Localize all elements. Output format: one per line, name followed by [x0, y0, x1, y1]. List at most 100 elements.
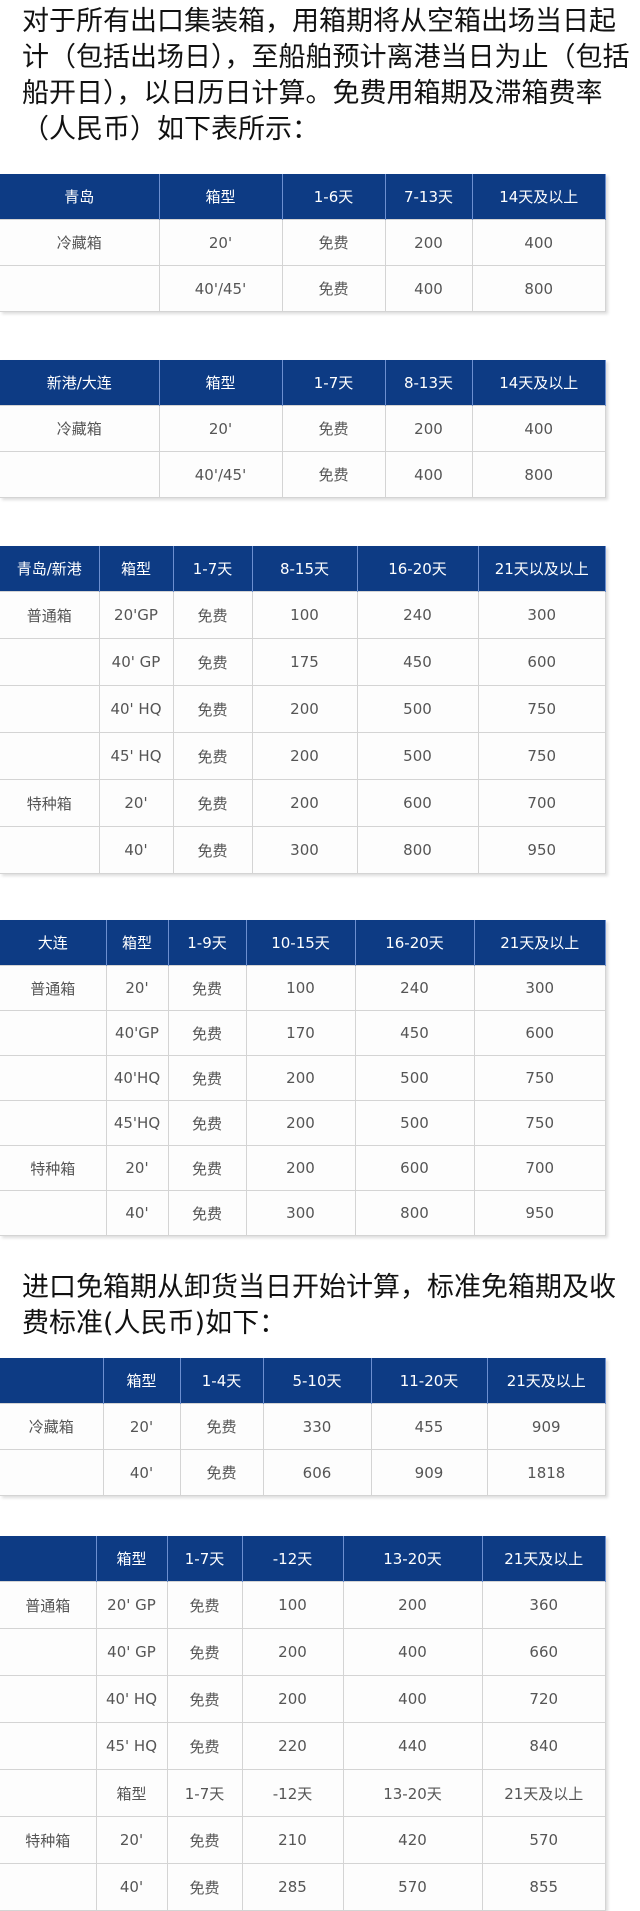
table-cell: 420 — [342, 1816, 483, 1864]
table-cell: 950 — [473, 1190, 606, 1236]
column-header: 14天及以上 — [472, 174, 606, 220]
table-cell: 免费 — [166, 1722, 243, 1770]
table-cell: 750 — [477, 732, 606, 780]
table-cell: 500 — [356, 732, 479, 780]
table-cell: 20' — [95, 1816, 168, 1864]
table-cell: 200 — [251, 779, 358, 827]
table-cell: 660 — [481, 1628, 606, 1676]
column-header: -12天 — [242, 1536, 344, 1582]
table-cell: 100 — [245, 965, 356, 1011]
column-header: 13-20天 — [343, 1536, 483, 1582]
table-cell: 免费 — [166, 1816, 243, 1864]
table-row: 40'/45' 免费 400 800 — [0, 265, 606, 312]
table-cell — [0, 1449, 104, 1496]
table-cell: 箱型 — [95, 1769, 168, 1817]
table-cell: 20' — [98, 779, 174, 827]
header-row: 青岛 箱型 1-6天 7-13天 14天及以上 — [0, 174, 606, 220]
table-cell: 免费 — [166, 1675, 243, 1723]
header-row: 新港/大连 箱型 1-7天 8-13天 14天及以上 — [0, 360, 606, 406]
table-cell: 500 — [354, 1100, 475, 1146]
table-cell: 360 — [481, 1581, 606, 1629]
table-row: 40' 免费 300 800 950 — [0, 1190, 606, 1236]
column-header: 箱型 — [99, 546, 174, 592]
column-header: 箱型 — [96, 1536, 168, 1582]
table-row: 40'/45' 免费 400 800 — [0, 451, 606, 498]
column-header: 21天及以上 — [487, 1358, 606, 1404]
column-header: 21天以及以上 — [478, 546, 606, 592]
qingdao-xingang-table: 青岛/新港 箱型 1-7天 8-15天 16-20天 21天以及以上 普通箱 20'GP 免费 1… — [0, 546, 606, 874]
table-cell: 200 — [251, 732, 358, 780]
table-cell: 840 — [481, 1722, 606, 1770]
table-cell: 普通箱 — [0, 965, 107, 1011]
table-row: 40' GP 免费 175 450 600 — [0, 638, 606, 686]
column-header: 青岛/新港 — [0, 546, 100, 592]
table-cell: 40' HQ — [95, 1675, 168, 1723]
table-cell: 1818 — [486, 1449, 606, 1496]
column-header: 大连 — [0, 920, 107, 966]
column-header: 16-20天 — [357, 546, 479, 592]
table-cell: 750 — [473, 1055, 606, 1101]
table-cell: 21天及以上 — [481, 1769, 606, 1817]
table-cell: 909 — [486, 1403, 606, 1450]
column-header: 1-7天 — [173, 546, 253, 592]
table-cell: 200 — [251, 685, 358, 733]
table-cell: 免费 — [172, 732, 253, 780]
table-row: 40'HQ 免费 200 500 750 — [0, 1055, 606, 1101]
column-header: 1-9天 — [168, 920, 247, 966]
table-cell: 200 — [245, 1055, 356, 1101]
table-row: 冷藏箱 20' 免费 330 455 909 — [0, 1403, 606, 1450]
table-cell: 特种箱 — [0, 1145, 107, 1191]
table-cell: 免费 — [166, 1863, 243, 1911]
table-row: 冷藏箱 20' 免费 200 400 — [0, 405, 606, 452]
table-cell: 45' HQ — [98, 732, 174, 780]
table-cell: 免费 — [167, 1055, 247, 1101]
table-cell: 400 — [342, 1628, 483, 1676]
table-row: 40' 免费 285 570 855 — [0, 1863, 606, 1911]
table-cell: 170 — [245, 1010, 356, 1056]
dalian-table: 大连 箱型 1-9天 10-15天 16-20天 21天及以上 普通箱 20' 免费 100 240… — [0, 920, 606, 1236]
table-cell: 20' — [158, 219, 283, 266]
table-cell: 40' GP — [95, 1628, 168, 1676]
header-row: 箱型 1-7天 -12天 13-20天 21天及以上 — [0, 1536, 606, 1582]
table-cell: 300 — [473, 965, 606, 1011]
table-cell: 240 — [354, 965, 475, 1011]
table-cell: 200 — [241, 1628, 344, 1676]
table-cell: 40'/45' — [158, 451, 283, 498]
table-cell: 700 — [473, 1145, 606, 1191]
table-cell: 13-20天 — [342, 1769, 483, 1817]
table-cell: 285 — [241, 1863, 344, 1911]
column-header: 箱型 — [103, 1358, 181, 1404]
table-cell: 冷藏箱 — [0, 1403, 104, 1450]
table-row: 特种箱 20' 免费 210 420 570 — [0, 1816, 606, 1864]
table-cell — [0, 826, 100, 874]
table-cell: 普通箱 — [0, 1581, 97, 1629]
table-cell: 500 — [356, 685, 479, 733]
column-header — [0, 1358, 104, 1404]
header-row: 大连 箱型 1-9天 10-15天 16-20天 21天及以上 — [0, 920, 606, 966]
column-header: 21天及以上 — [474, 920, 606, 966]
table-row: 40' HQ 免费 200 400 720 — [0, 1675, 606, 1723]
table-cell: 40' — [95, 1863, 168, 1911]
table-cell: 冷藏箱 — [0, 219, 160, 266]
table-cell: 600 — [477, 638, 606, 686]
table-cell: 冷藏箱 — [0, 405, 160, 452]
table-cell: 45'HQ — [105, 1100, 169, 1146]
table-row: 40' HQ 免费 200 500 750 — [0, 685, 606, 733]
table-cell: 570 — [481, 1816, 606, 1864]
table-cell: 200 — [342, 1581, 483, 1629]
table-cell: 700 — [477, 779, 606, 827]
table-cell: 200 — [245, 1145, 356, 1191]
table-cell — [0, 265, 160, 312]
table-cell: 免费 — [166, 1628, 243, 1676]
table-cell: 570 — [342, 1863, 483, 1911]
table-cell: 600 — [473, 1010, 606, 1056]
table-cell: 40' HQ — [98, 685, 174, 733]
table-cell: 40'HQ — [105, 1055, 169, 1101]
table-row: 40'GP 免费 170 450 600 — [0, 1010, 606, 1056]
table-cell — [0, 1863, 97, 1911]
table-cell — [0, 1190, 107, 1236]
column-header: 新港/大连 — [0, 360, 160, 406]
table-cell: 免费 — [179, 1403, 264, 1450]
column-header: 1-4天 — [180, 1358, 264, 1404]
table-cell: 20' — [102, 1403, 181, 1450]
